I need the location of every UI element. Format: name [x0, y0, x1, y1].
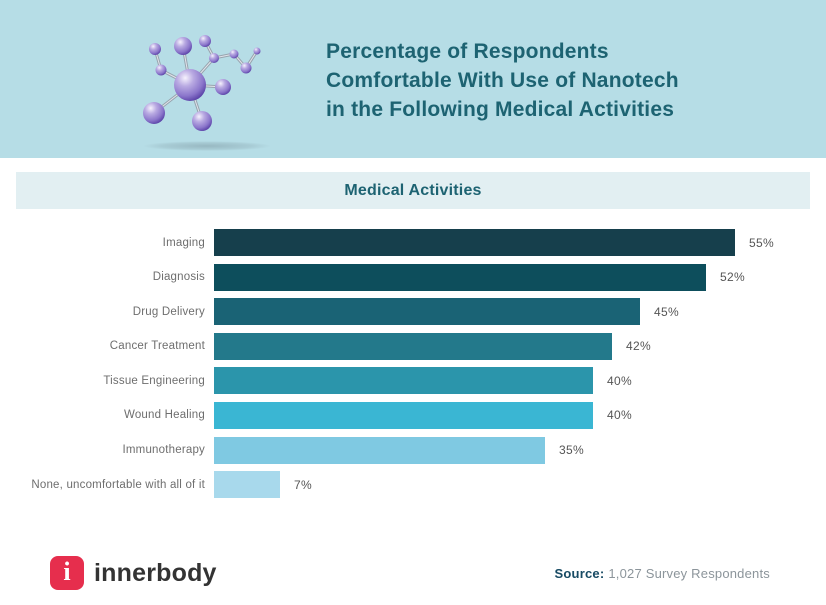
bar-row: Wound Healing 40% — [0, 401, 826, 429]
source-value: 1,027 Survey Respondents — [608, 566, 770, 581]
bar-track: 40% — [214, 401, 826, 429]
bar-value-label: 42% — [626, 339, 651, 354]
bar-category-label: Drug Delivery — [132, 305, 205, 318]
bar-row: Diagnosis 52% — [0, 263, 826, 291]
bar — [214, 332, 612, 360]
source-label: Source: — [554, 566, 605, 581]
bar-row: Imaging 55% — [0, 229, 826, 256]
bar-category-label: Tissue Engineering — [103, 374, 205, 387]
bar-value-label: 52% — [720, 270, 745, 285]
bar-category-label: Cancer Treatment — [109, 340, 205, 353]
bar-track: 35% — [214, 436, 826, 464]
bar-category-label: Imaging — [162, 236, 205, 249]
bar-track: 40% — [214, 367, 826, 395]
title-line-3: in the Following Medical Activities — [326, 98, 675, 121]
bar-value-label: 40% — [607, 373, 632, 388]
innerbody-logo-icon: i — [50, 556, 84, 590]
bar — [214, 367, 593, 395]
bar-category-label: Wound Healing — [123, 409, 205, 422]
brand-name: innerbody — [94, 558, 217, 587]
bar-category-label: None, uncomfortable with all of it — [31, 478, 205, 491]
bar-category-label: Diagnosis — [152, 271, 205, 284]
bar — [214, 401, 593, 429]
section-banner-label: Medical Activities — [344, 181, 482, 199]
bar-track: 45% — [214, 298, 826, 326]
bar-value-label: 7% — [294, 477, 312, 492]
source-note: Source: 1,027 Survey Respondents — [555, 566, 770, 581]
header: Percentage of Respondents Comfortable Wi… — [0, 0, 826, 158]
bar-value-label: 35% — [559, 443, 584, 458]
title-line-1: Percentage of Respondents — [326, 40, 609, 63]
bar-value-label: 55% — [749, 235, 774, 250]
footer: i innerbody Source: 1,027 Survey Responde… — [0, 552, 826, 596]
bar-track: 7% — [214, 471, 826, 499]
bar-value-label: 40% — [607, 408, 632, 423]
bar-row: None, uncomfortable with all of it 7% — [0, 471, 826, 499]
molecule-illustration — [143, 35, 271, 151]
title-line-2: Comfortable With Use of Nanotech — [326, 69, 679, 92]
brand-logo: i innerbody — [50, 556, 217, 590]
bar-row: Tissue Engineering 40% — [0, 367, 826, 395]
bar-track: 55% — [214, 229, 826, 256]
bar — [214, 229, 735, 256]
bar — [214, 471, 280, 499]
bar-value-label: 45% — [654, 304, 679, 319]
bar-row: Immunotherapy 35% — [0, 436, 826, 464]
section-banner: Medical Activities — [16, 172, 810, 209]
bar-track: 52% — [214, 263, 826, 291]
bar — [214, 298, 640, 326]
page-title: Percentage of Respondents Comfortable Wi… — [326, 37, 679, 124]
bar-category-label: Immunotherapy — [122, 444, 205, 457]
bar-row: Drug Delivery 45% — [0, 298, 826, 326]
bar-track: 42% — [214, 332, 826, 360]
bar-chart: Imaging 55% Diagnosis 52% Drug Delivery … — [0, 229, 826, 506]
bar — [214, 263, 706, 291]
bar-row: Cancer Treatment 42% — [0, 332, 826, 360]
bar — [214, 436, 545, 464]
